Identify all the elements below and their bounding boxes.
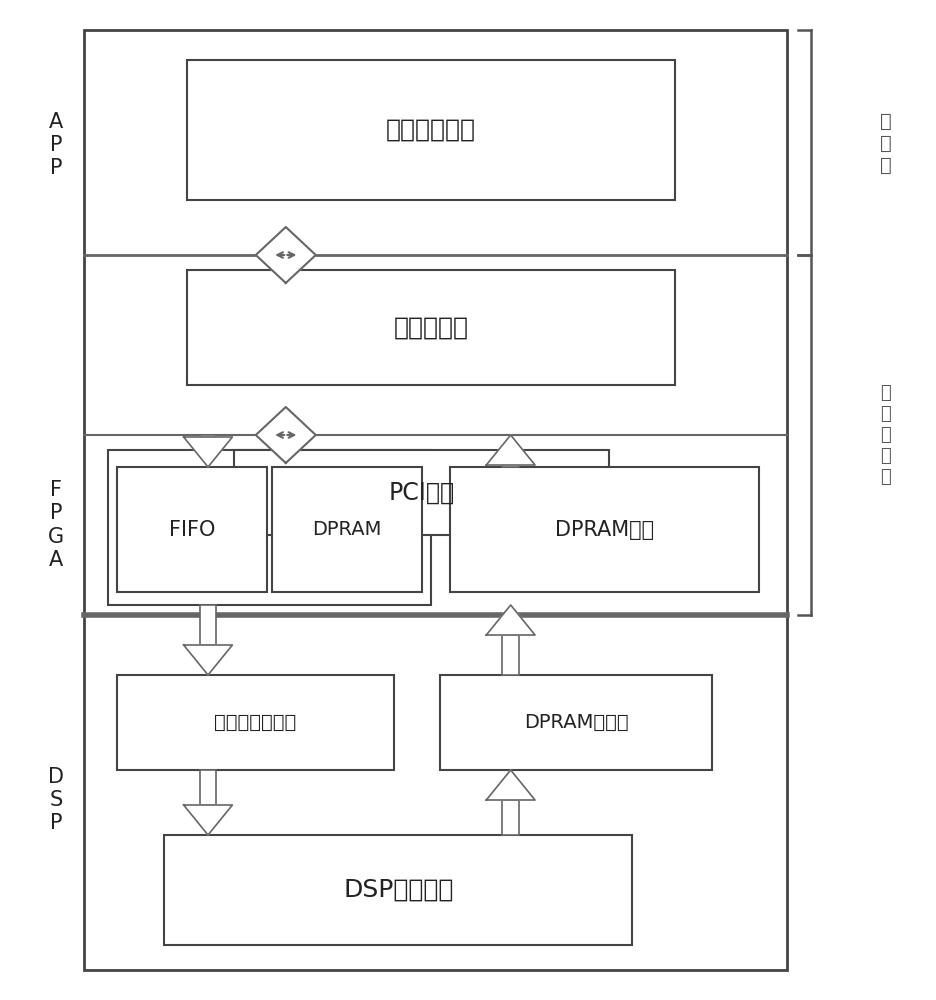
- Text: 用户应用软件: 用户应用软件: [386, 118, 475, 142]
- FancyBboxPatch shape: [502, 465, 519, 467]
- Text: DPRAM缓冲区: DPRAM缓冲区: [523, 713, 628, 732]
- Text: 运
动
控
制
卡: 运 动 控 制 卡: [879, 384, 890, 486]
- Text: PCI驱动: PCI驱动: [388, 481, 454, 504]
- Text: DSP处理程序: DSP处理程序: [343, 878, 453, 902]
- Text: FIFO: FIFO: [168, 520, 215, 540]
- Text: F
P
G
A: F P G A: [48, 480, 65, 570]
- Polygon shape: [183, 805, 232, 835]
- FancyBboxPatch shape: [117, 467, 267, 592]
- FancyBboxPatch shape: [271, 467, 421, 592]
- FancyBboxPatch shape: [199, 435, 216, 437]
- FancyBboxPatch shape: [117, 675, 393, 770]
- FancyBboxPatch shape: [187, 60, 674, 200]
- Polygon shape: [183, 437, 232, 467]
- Text: 环形队列缓冲区: 环形队列缓冲区: [214, 713, 296, 732]
- Text: 接口函数库: 接口函数库: [393, 316, 468, 340]
- FancyBboxPatch shape: [187, 270, 674, 385]
- FancyBboxPatch shape: [164, 835, 632, 945]
- FancyBboxPatch shape: [84, 30, 786, 970]
- Polygon shape: [256, 407, 315, 463]
- FancyBboxPatch shape: [234, 450, 608, 535]
- Text: 上
位
机: 上 位 机: [879, 111, 890, 174]
- FancyBboxPatch shape: [440, 675, 711, 770]
- Polygon shape: [486, 605, 534, 635]
- Polygon shape: [183, 645, 232, 675]
- Polygon shape: [256, 227, 315, 283]
- Text: A
P
P: A P P: [49, 112, 64, 178]
- Polygon shape: [486, 770, 534, 800]
- Text: DPRAM: DPRAM: [312, 520, 381, 539]
- FancyBboxPatch shape: [502, 800, 519, 835]
- Text: D
S
P: D S P: [48, 767, 65, 833]
- FancyBboxPatch shape: [502, 635, 519, 675]
- FancyBboxPatch shape: [199, 770, 216, 805]
- Text: DPRAM通道: DPRAM通道: [554, 520, 653, 540]
- Polygon shape: [486, 435, 534, 465]
- FancyBboxPatch shape: [199, 605, 216, 645]
- FancyBboxPatch shape: [449, 467, 758, 592]
